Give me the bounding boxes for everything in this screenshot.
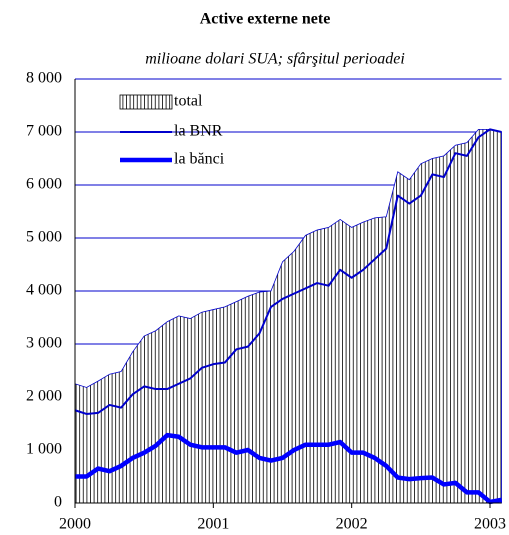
y-tick-label: 2 000	[26, 388, 62, 405]
y-tick-label: 8 000	[26, 70, 62, 87]
line	[75, 432, 502, 505]
x-tick-label: 2000	[59, 516, 91, 533]
legend-label: la BNR	[174, 123, 223, 140]
x-tick-label: 2003	[474, 516, 506, 533]
legend-label: la bănci	[174, 151, 225, 168]
line	[74, 128, 502, 415]
y-tick-label: 3 000	[26, 335, 62, 352]
x-tick-label: 2002	[336, 516, 368, 533]
y-tick-label: 4 000	[26, 282, 62, 299]
chart-title: Active externe nete	[200, 11, 331, 28]
legend-swatch	[119, 94, 173, 110]
x-tick-label: 2001	[197, 516, 229, 533]
subtitle: milioane dolari SUA; sfârşitul perioadei	[145, 51, 405, 68]
y-tick-label: 1 000	[26, 441, 62, 458]
area	[74, 128, 502, 504]
y-tick-label: 0	[54, 494, 62, 511]
y-tick-label: 6 000	[26, 176, 62, 193]
legend-label: total	[174, 93, 203, 110]
y-tick-label: 5 000	[26, 229, 62, 246]
y-tick-label: 7 000	[26, 123, 62, 140]
